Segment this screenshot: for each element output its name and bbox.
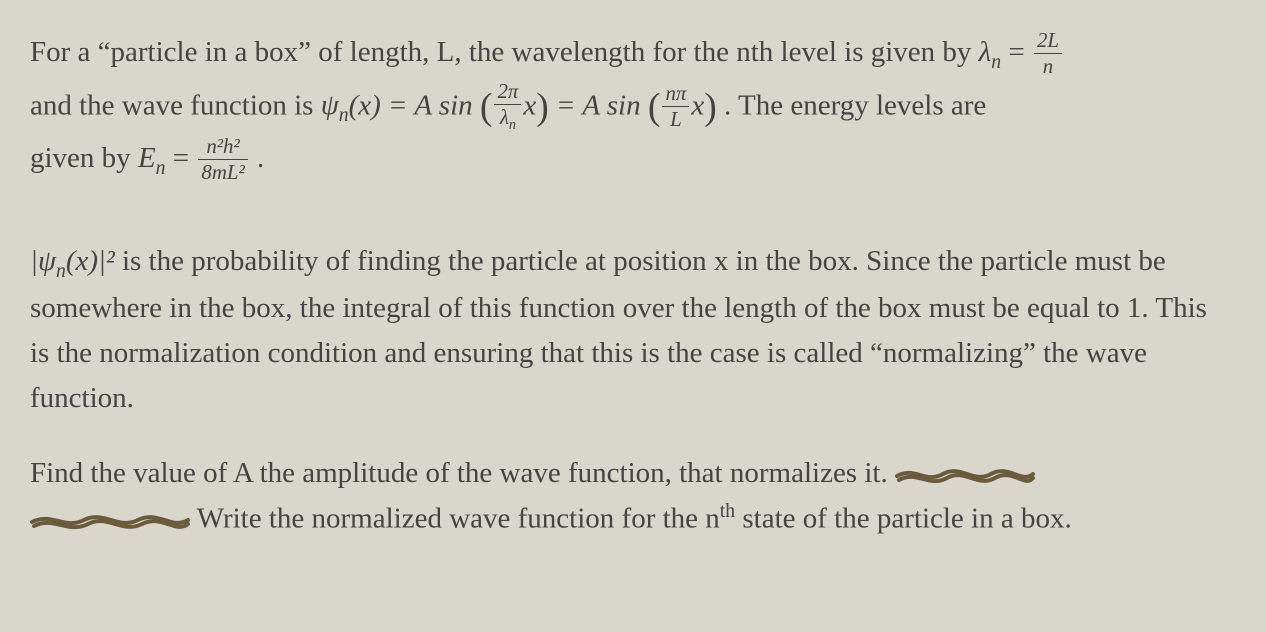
text: state of the particle in a box. (735, 503, 1072, 535)
paragraph-probability: |ψn(x)|² is the probability of finding t… (30, 239, 1226, 421)
equals-A-sin: (x) = A sin (349, 89, 480, 121)
text: Find the value of A the amplitude of the… (30, 457, 895, 489)
fraction-2L-over-n: 2L n (1034, 30, 1062, 77)
lambda-n: λn (979, 36, 1001, 68)
paren-open: ( (648, 86, 661, 128)
paren-close: ) (536, 86, 549, 128)
redaction-mark (895, 462, 1035, 486)
period: . (257, 142, 264, 174)
redaction-mark (30, 508, 190, 532)
text: is the probability of finding the partic… (30, 245, 1207, 414)
text: given by (30, 142, 138, 174)
equals: = (1008, 36, 1032, 68)
x: x (691, 89, 704, 121)
x: x (523, 89, 536, 121)
fraction-npi-over-L: nπ L (662, 83, 689, 130)
E-n: En (138, 142, 166, 174)
psi-squared: |ψn(x)|² (30, 245, 115, 277)
paren-open: ( (480, 86, 493, 128)
text: Write the normalized wave function for t… (197, 503, 720, 535)
paragraph-intro: For a “particle in a box” of length, L, … (30, 30, 1226, 184)
equals: = (173, 142, 197, 174)
paren-close: ) (704, 86, 717, 128)
text: For a “particle in a box” of length, L, … (30, 36, 979, 68)
equals-A-sin: = A sin (556, 89, 648, 121)
text: and the wave function is (30, 89, 321, 121)
document-page: For a “particle in a box” of length, L, … (0, 0, 1266, 632)
psi-n-of-x: ψn (321, 89, 349, 121)
superscript-th: th (720, 500, 735, 522)
text: . The energy levels are (724, 89, 986, 121)
paragraph-task: Find the value of A the amplitude of the… (30, 451, 1226, 542)
fraction-n2h2-over-8mL2: n²h² 8mL² (198, 136, 247, 183)
fraction-2pi-over-lambda-n: 2π λn (494, 81, 521, 132)
